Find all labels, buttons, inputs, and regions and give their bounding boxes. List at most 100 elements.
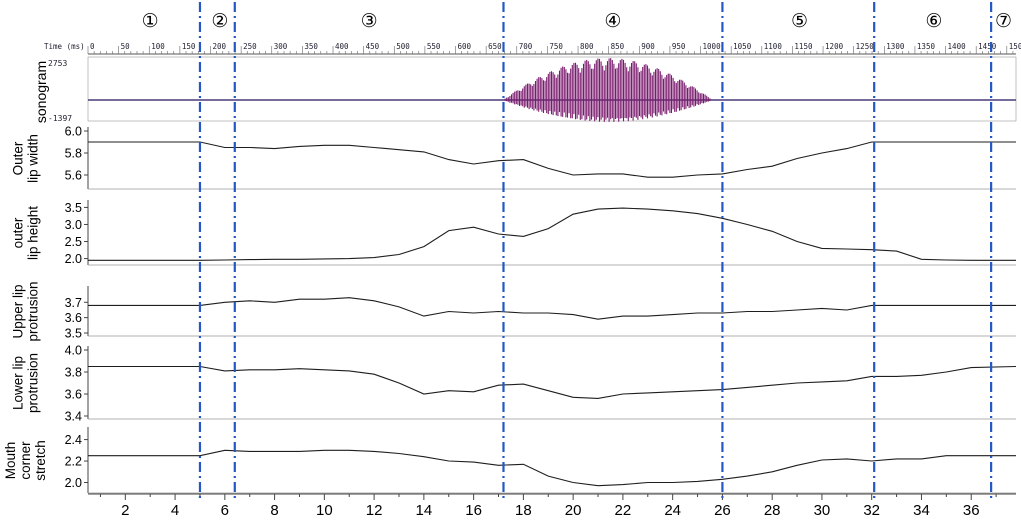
x-tick-label: 16 bbox=[465, 502, 482, 519]
segment-label: ⑥ bbox=[925, 11, 942, 32]
time-axis-tick-label: 600 bbox=[458, 42, 472, 51]
panel-ylabel-line: corner bbox=[18, 441, 33, 480]
panel-ylabel-line: Lower lip bbox=[11, 356, 26, 410]
segment-label: ② bbox=[211, 11, 228, 32]
panel-outer-lip-width: 5.6 5.8 6.0 Outer lip width bbox=[11, 125, 1016, 190]
time-axis-tick-label: 1050 bbox=[733, 42, 752, 51]
y-tick-label: 3.5 bbox=[65, 327, 82, 341]
y-tick-label: 2.0 bbox=[65, 476, 82, 490]
time-axis-tick-label: 1300 bbox=[886, 42, 905, 51]
time-axis-tick-label: 1500 bbox=[1009, 42, 1021, 51]
time-axis-tick-label: 1000 bbox=[703, 42, 722, 51]
panel-lower-lip-protrusion: 3.4 3.6 3.8 4.0 Lower lip protrusion bbox=[11, 344, 1017, 424]
time-axis-tick-label: 850 bbox=[611, 42, 625, 51]
x-tick-label: 8 bbox=[270, 502, 278, 519]
x-tick-label: 28 bbox=[764, 502, 781, 519]
y-tick-label: 3.8 bbox=[65, 366, 82, 380]
x-tick-label: 32 bbox=[863, 502, 880, 519]
series-line bbox=[88, 141, 1016, 178]
x-tick-label: 34 bbox=[913, 502, 930, 519]
x-tick-label: 36 bbox=[963, 502, 980, 519]
sonogram-panel: 2753 -1397 sonogram bbox=[33, 56, 1017, 123]
panel-ylabel-line: Upper lip bbox=[11, 284, 26, 338]
time-axis-tick-label: 1200 bbox=[825, 42, 844, 51]
y-tick-label: 3.7 bbox=[65, 296, 82, 310]
sonogram-label: sonogram bbox=[33, 61, 49, 123]
x-tick-label: 22 bbox=[615, 502, 632, 519]
time-axis-label: Time (ms) bbox=[44, 42, 85, 51]
y-tick-label: 2.5 bbox=[65, 235, 82, 249]
time-axis-tick-label: 1350 bbox=[917, 42, 936, 51]
y-tick-label: 5.8 bbox=[65, 147, 82, 161]
series-line bbox=[88, 365, 1017, 399]
y-tick-label: 2.2 bbox=[65, 455, 82, 469]
time-axis-tick-label: 750 bbox=[549, 42, 563, 51]
panel-ylabel-line: stretch bbox=[33, 440, 48, 481]
y-tick-label: 2.0 bbox=[65, 252, 82, 266]
y-tick-label: 3.4 bbox=[65, 410, 82, 424]
x-tick-label: 12 bbox=[366, 502, 383, 519]
y-tick-label: 3.6 bbox=[65, 388, 82, 402]
series-line bbox=[88, 297, 1016, 320]
sonogram-ymin-label: -1397 bbox=[48, 114, 72, 123]
panel-ylabel-line: lip height bbox=[26, 206, 41, 260]
panel-ylabel-line: lip width bbox=[26, 134, 41, 183]
panel-ylabel-line: protrusion bbox=[26, 281, 41, 341]
x-tick-label: 10 bbox=[316, 502, 333, 519]
segment-label: ③ bbox=[361, 11, 378, 32]
x-tick-label: 4 bbox=[171, 502, 179, 519]
time-axis-tick-label: 950 bbox=[672, 42, 686, 51]
panel-upper-lip-protrusion: 3.5 3.63.7 Upper lip protrusion bbox=[11, 281, 1016, 342]
sonogram-waveform bbox=[504, 58, 713, 122]
x-tick-label: 26 bbox=[714, 502, 731, 519]
time-axis-tick-label: 350 bbox=[304, 42, 318, 51]
x-tick-label: 18 bbox=[515, 502, 532, 519]
time-axis-tick-label: 800 bbox=[580, 42, 594, 51]
time-axis-tick-label: 700 bbox=[519, 42, 533, 51]
time-axis: Time (ms) 0 50 100 150 200 250 300 350 400 450 500… bbox=[44, 42, 1021, 55]
x-tick-label: 20 bbox=[565, 502, 582, 519]
time-axis-tick-label: 1100 bbox=[764, 42, 783, 51]
panel-ylabel-line: protrusion bbox=[26, 353, 41, 413]
time-axis-tick-label: 50 bbox=[121, 42, 131, 51]
panel-mouth-corner-stretch: 2.0 2.2 2.4 Mouth corner stretch bbox=[3, 427, 1016, 494]
measurement-panels: 5.6 5.8 6.0 Outer lip width 2.0 2.5 3.0 3.5 outer… bbox=[3, 125, 1017, 494]
time-axis-tick-label: 900 bbox=[641, 42, 655, 51]
y-tick-label: 6.0 bbox=[65, 125, 82, 139]
y-tick-label: 4.0 bbox=[65, 344, 82, 358]
y-tick-label: 3.0 bbox=[65, 218, 82, 232]
time-axis-tick-label: 400 bbox=[335, 42, 349, 51]
x-axis: 2 4 6 8 10 12 14 16 18 20 22 24 26 28 30 32 34 36 bbox=[88, 493, 1016, 519]
x-tick-label: 24 bbox=[664, 502, 681, 519]
time-axis-tick-label: 300 bbox=[274, 42, 288, 51]
time-axis-tick-label: 0 bbox=[90, 42, 95, 51]
time-axis-tick-label: 250 bbox=[243, 42, 257, 51]
y-tick-label: 3.5 bbox=[65, 201, 82, 215]
time-axis-tick-label: 100 bbox=[151, 42, 165, 51]
time-axis-tick-label: 1150 bbox=[794, 42, 813, 51]
panel-outer-lip-height: 2.0 2.5 3.0 3.5 outer lip height bbox=[11, 200, 1016, 266]
y-tick-label: 5.6 bbox=[65, 169, 82, 183]
time-axis-tick-label: 1400 bbox=[948, 42, 967, 51]
time-axis-tick-label: 200 bbox=[213, 42, 227, 51]
segment-label: ① bbox=[142, 11, 159, 32]
segment-label: ⑦ bbox=[995, 11, 1012, 32]
segment-label: ④ bbox=[604, 11, 621, 32]
sonogram-ymax-label: 2753 bbox=[48, 59, 67, 68]
sonogram-frame bbox=[87, 56, 1017, 122]
y-tick-label: 3.6 bbox=[65, 311, 82, 325]
panel-ylabel-line: outer bbox=[11, 217, 26, 248]
x-tick-label: 2 bbox=[121, 502, 129, 519]
time-axis-tick-label: 450 bbox=[366, 42, 380, 51]
y-tick-label: 2.4 bbox=[65, 433, 82, 447]
time-axis-tick-label: 1450 bbox=[978, 42, 997, 51]
segment-label: ⑤ bbox=[791, 11, 808, 32]
x-tick-label: 6 bbox=[221, 502, 229, 519]
panel-ylabel-line: Mouth bbox=[3, 442, 18, 480]
time-axis-tick-label: 1250 bbox=[856, 42, 875, 51]
time-axis-tick-label: 650 bbox=[488, 42, 502, 51]
segment-boundaries bbox=[198, 2, 993, 500]
x-tick-label: 30 bbox=[814, 502, 831, 519]
panel-ylabel-line: Outer bbox=[11, 141, 26, 175]
